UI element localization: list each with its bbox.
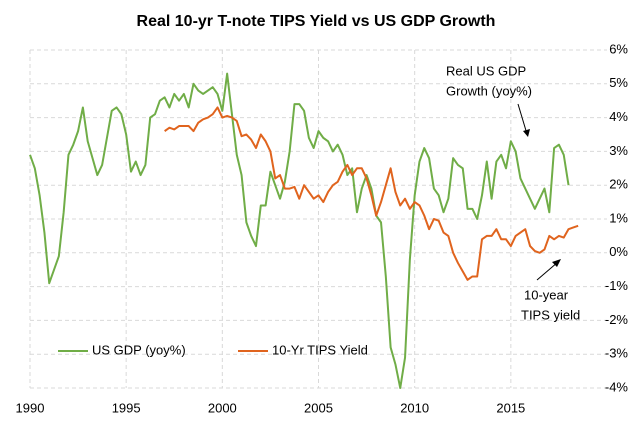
annotation: Real US GDP bbox=[446, 63, 526, 78]
annotation: Growth (yoy%) bbox=[446, 83, 532, 98]
x-tick-label: 2010 bbox=[400, 400, 429, 415]
legend-label: US GDP (yoy%) bbox=[92, 342, 186, 357]
y-tick-label: 6% bbox=[609, 41, 628, 56]
y-tick-label: 0% bbox=[609, 244, 628, 259]
chart-title: Real 10-yr T-note TIPS Yield vs US GDP G… bbox=[137, 13, 496, 30]
annotation-arrow bbox=[517, 103, 528, 135]
y-tick-label: 4% bbox=[609, 109, 628, 124]
y-tick-label: 3% bbox=[609, 143, 628, 158]
x-tick-label: 1995 bbox=[112, 400, 141, 415]
annotation: 10-year bbox=[524, 287, 569, 302]
y-tick-label: 5% bbox=[609, 75, 628, 90]
x-tick-label: 2005 bbox=[304, 400, 333, 415]
y-tick-label: -3% bbox=[605, 346, 629, 361]
annotation-arrow bbox=[536, 261, 559, 281]
y-tick-label: -1% bbox=[605, 278, 629, 293]
x-tick-label: 2000 bbox=[208, 400, 237, 415]
x-tick-label: 2015 bbox=[496, 400, 525, 415]
y-tick-label: 1% bbox=[609, 210, 628, 225]
series-line bbox=[164, 106, 579, 281]
annotation-arrowhead bbox=[523, 129, 530, 137]
annotation: TIPS yield bbox=[521, 307, 580, 322]
series-line bbox=[29, 72, 570, 389]
grid bbox=[29, 49, 607, 389]
plot-lines bbox=[29, 72, 579, 389]
legend-label: 10-Yr TIPS Yield bbox=[272, 342, 368, 357]
x-tick-label: 1990 bbox=[16, 400, 45, 415]
y-tick-label: 2% bbox=[609, 177, 628, 192]
y-tick-label: -4% bbox=[605, 379, 629, 394]
y-tick-label: -2% bbox=[605, 312, 629, 327]
annotation-arrowhead bbox=[552, 259, 561, 267]
